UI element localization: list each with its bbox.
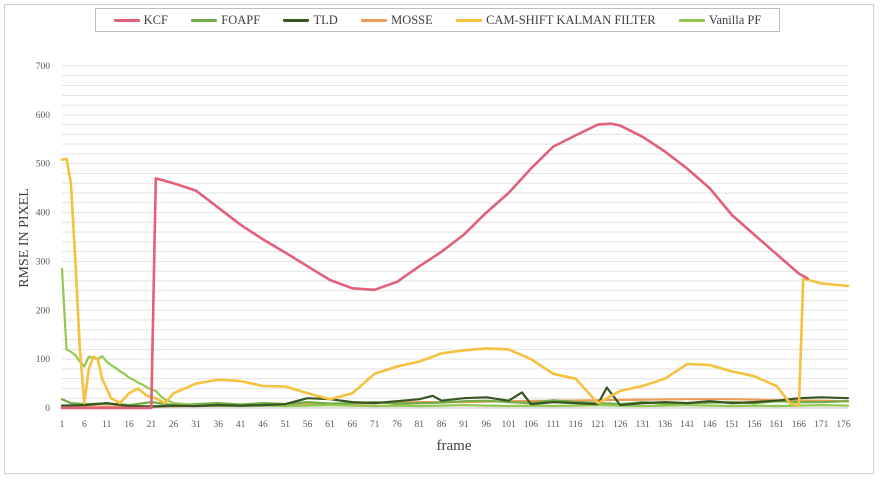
x-tick-label: 146: [702, 420, 717, 430]
y-axis-title: RMSE IN PIXEL: [17, 188, 32, 288]
y-tick-label: 100: [36, 355, 51, 365]
y-tick-label: 200: [36, 306, 51, 316]
x-tick-label: 126: [613, 420, 628, 430]
x-tick-label: 41: [236, 420, 246, 430]
x-tick-label: 36: [214, 420, 224, 430]
x-tick-label: 101: [501, 420, 516, 430]
series-line-kcf: [60, 122, 810, 410]
x-tick-label: 161: [769, 420, 784, 430]
x-tick-label: 31: [191, 420, 201, 430]
x-tick-label: 16: [124, 420, 134, 430]
legend-swatch: [113, 18, 140, 22]
x-tick-label: 1: [60, 420, 65, 430]
x-axis-title: frame: [437, 438, 472, 454]
x-tick-label: 66: [348, 420, 358, 430]
x-tick-label: 151: [725, 420, 740, 430]
series-lines: [60, 122, 850, 410]
legend-item-mosse: MOSSE: [361, 13, 433, 28]
legend-item-tld: TLD: [283, 12, 338, 28]
legend-item-foapf: FOAPF: [191, 13, 260, 28]
chart-legend: KCF FOAPF TLD MOSSE CAM-SHIFT KALMAN FILTER V…: [95, 8, 780, 32]
legend-item-vanilla-pf: Vanilla PF: [678, 12, 762, 28]
x-tick-label: 56: [303, 420, 313, 430]
y-axis-ticks: 0 100 200 300 400 500 600 700: [36, 62, 51, 414]
x-tick-label: 26: [169, 420, 179, 430]
legend-label: FOAPF: [221, 12, 261, 27]
y-tick-label: 400: [36, 209, 51, 219]
x-axis-ticks: 1 6 11 16 21 26 31 36 41 46 51 56 61 66 71 76 81 86 91 96 10…: [60, 420, 851, 430]
legend-item-kcf: KCF: [113, 12, 168, 28]
series-line-cam-shift-kalman-filter: [60, 157, 850, 407]
x-tick-label: 156: [747, 420, 762, 430]
legend-item-cam-shift-kalman-filter: CAM-SHIFT KALMAN FILTER: [456, 12, 656, 28]
legend-swatch: [361, 18, 388, 22]
x-tick-label: 21: [147, 420, 157, 430]
y-tick-label: 0: [45, 404, 50, 414]
x-tick-label: 166: [792, 420, 807, 430]
x-tick-label: 96: [482, 420, 492, 430]
x-tick-label: 136: [658, 420, 673, 430]
x-tick-label: 51: [281, 420, 291, 430]
x-tick-label: 61: [325, 420, 335, 430]
x-tick-label: 106: [524, 420, 539, 430]
x-tick-label: 111: [546, 420, 560, 430]
series-line-tld: [60, 386, 850, 408]
x-tick-label: 76: [392, 420, 402, 430]
y-tick-label: 300: [36, 257, 51, 267]
x-tick-label: 176: [836, 420, 851, 430]
series-line-vanilla-pf: [60, 267, 850, 408]
y-tick-label: 700: [36, 62, 51, 72]
legend-swatch: [456, 18, 483, 22]
x-tick-label: 11: [102, 420, 111, 430]
legend-swatch: [678, 18, 705, 22]
legend-swatch: [283, 18, 310, 22]
x-tick-label: 86: [437, 420, 447, 430]
y-tick-label: 500: [36, 160, 51, 170]
x-tick-label: 81: [415, 420, 425, 430]
x-tick-label: 141: [680, 420, 695, 430]
legend-label: TLD: [313, 12, 338, 27]
legend-label: Vanilla PF: [708, 12, 762, 27]
x-tick-label: 6: [82, 420, 87, 430]
y-tick-label: 600: [36, 111, 51, 121]
x-tick-label: 91: [459, 420, 469, 430]
x-tick-label: 116: [569, 420, 583, 430]
x-tick-label: 131: [635, 420, 650, 430]
legend-label: MOSSE: [391, 12, 433, 27]
x-tick-label: 121: [591, 420, 606, 430]
x-tick-label: 46: [258, 420, 268, 430]
gridlines: [62, 65, 848, 409]
x-tick-label: 71: [370, 420, 380, 430]
legend-swatch: [191, 18, 218, 22]
legend-label: CAM-SHIFT KALMAN FILTER: [486, 12, 656, 27]
legend-label: KCF: [143, 12, 168, 27]
x-tick-label: 171: [814, 420, 829, 430]
